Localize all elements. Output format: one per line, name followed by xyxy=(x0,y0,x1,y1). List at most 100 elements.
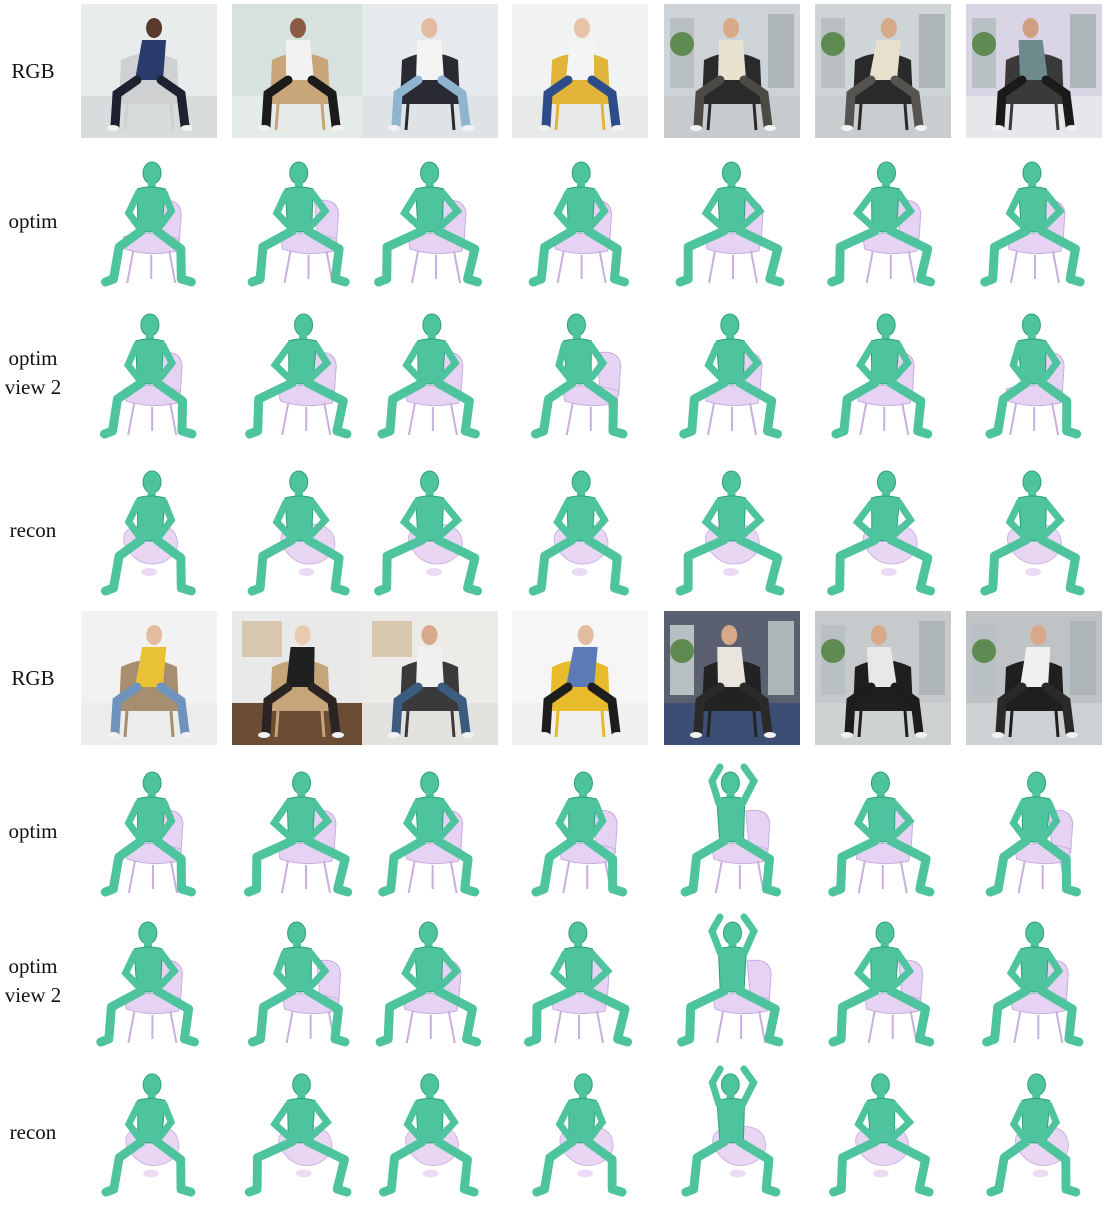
rgb-photo xyxy=(512,611,648,745)
row-label: RGB xyxy=(11,666,55,690)
recon-render xyxy=(664,456,800,604)
rgb-image xyxy=(815,4,951,138)
recon-render xyxy=(232,456,368,604)
optim-render xyxy=(232,756,368,906)
row-label: optim xyxy=(8,208,58,233)
optim-view2-render xyxy=(664,906,800,1056)
optim-render xyxy=(512,146,648,296)
optim-render xyxy=(815,146,951,296)
human-mesh xyxy=(980,470,1085,596)
rgb-image xyxy=(512,4,648,138)
recon-render xyxy=(362,456,498,604)
human-mesh xyxy=(374,161,483,287)
optim-render xyxy=(81,756,217,906)
optim-view2-render xyxy=(362,298,498,448)
human-mesh xyxy=(375,921,482,1047)
human-mesh xyxy=(828,771,935,897)
human-mesh xyxy=(829,1073,934,1197)
human-mesh xyxy=(374,470,483,596)
human-mesh xyxy=(528,470,630,596)
rgb-photo xyxy=(81,4,217,138)
recon-render xyxy=(815,1063,951,1201)
rgb-photo xyxy=(362,611,498,745)
optim-render xyxy=(232,146,368,296)
recon-render xyxy=(966,456,1102,604)
human-mesh xyxy=(100,470,196,596)
human-mesh xyxy=(247,470,350,596)
optim-view2-render xyxy=(512,298,648,448)
optim-render xyxy=(512,756,648,906)
optim-view2-render xyxy=(81,298,217,448)
human-mesh xyxy=(680,763,782,897)
rgb-image xyxy=(966,4,1102,138)
optim-view2-render xyxy=(966,298,1102,448)
human-mesh xyxy=(985,313,1082,439)
rgb-image xyxy=(81,611,217,746)
human-mesh xyxy=(378,771,480,897)
human-mesh xyxy=(986,1073,1081,1197)
rgb-photo xyxy=(815,611,951,745)
optim-view2-render xyxy=(664,298,800,448)
rgb-image xyxy=(81,4,217,138)
human-mesh xyxy=(248,921,350,1047)
recon-render xyxy=(966,1063,1102,1201)
human-mesh xyxy=(244,1073,352,1197)
human-mesh xyxy=(377,313,480,439)
human-mesh xyxy=(528,161,630,287)
optim-render xyxy=(815,756,951,906)
rgb-photo xyxy=(232,611,368,745)
recon-render xyxy=(815,456,951,604)
human-mesh xyxy=(681,1065,781,1197)
optim-view2-render xyxy=(815,298,951,448)
rgb-image xyxy=(664,4,800,138)
human-mesh xyxy=(100,313,197,439)
rgb-image xyxy=(966,611,1102,746)
recon-render xyxy=(362,1063,498,1201)
human-mesh xyxy=(101,1073,196,1197)
human-mesh xyxy=(828,921,935,1047)
rgb-image xyxy=(362,611,498,746)
rgb-photo xyxy=(966,611,1102,745)
rgb-image xyxy=(232,4,368,138)
recon-render xyxy=(664,1063,800,1201)
row-label: optim xyxy=(8,818,58,843)
human-mesh xyxy=(96,921,199,1047)
human-mesh xyxy=(827,161,936,287)
human-mesh xyxy=(245,313,352,439)
optim-render xyxy=(664,756,800,906)
rgb-image xyxy=(232,611,368,746)
optim-view2-render xyxy=(232,906,368,1056)
human-mesh xyxy=(247,161,350,287)
optim-render xyxy=(362,146,498,296)
optim-render xyxy=(81,146,217,296)
optim-render xyxy=(362,756,498,906)
rgb-image xyxy=(664,611,800,746)
human-mesh xyxy=(677,913,784,1047)
row-label: optim view 2 xyxy=(4,954,62,1007)
row-label: recon xyxy=(9,1119,57,1144)
optim-view2-render xyxy=(232,298,368,448)
human-mesh xyxy=(982,921,1084,1047)
rgb-photo xyxy=(815,4,951,138)
human-mesh xyxy=(827,470,936,596)
human-mesh xyxy=(532,1073,627,1197)
human-mesh xyxy=(985,771,1081,897)
recon-render xyxy=(232,1063,368,1201)
human-mesh xyxy=(379,1073,479,1197)
rgb-photo xyxy=(512,4,648,138)
optim-render xyxy=(664,146,800,296)
optim-view2-render xyxy=(362,906,498,1056)
optim-view2-render xyxy=(81,906,217,1056)
recon-render xyxy=(81,1063,217,1201)
human-mesh xyxy=(679,313,782,439)
human-mesh xyxy=(675,470,785,596)
rgb-photo xyxy=(362,4,498,138)
human-mesh xyxy=(524,921,633,1047)
recon-render xyxy=(512,456,648,604)
rgb-photo xyxy=(664,611,800,745)
rgb-photo xyxy=(664,4,800,138)
optim-view2-render xyxy=(966,906,1102,1056)
optim-view2-render xyxy=(815,906,951,1056)
rgb-image xyxy=(362,4,498,138)
